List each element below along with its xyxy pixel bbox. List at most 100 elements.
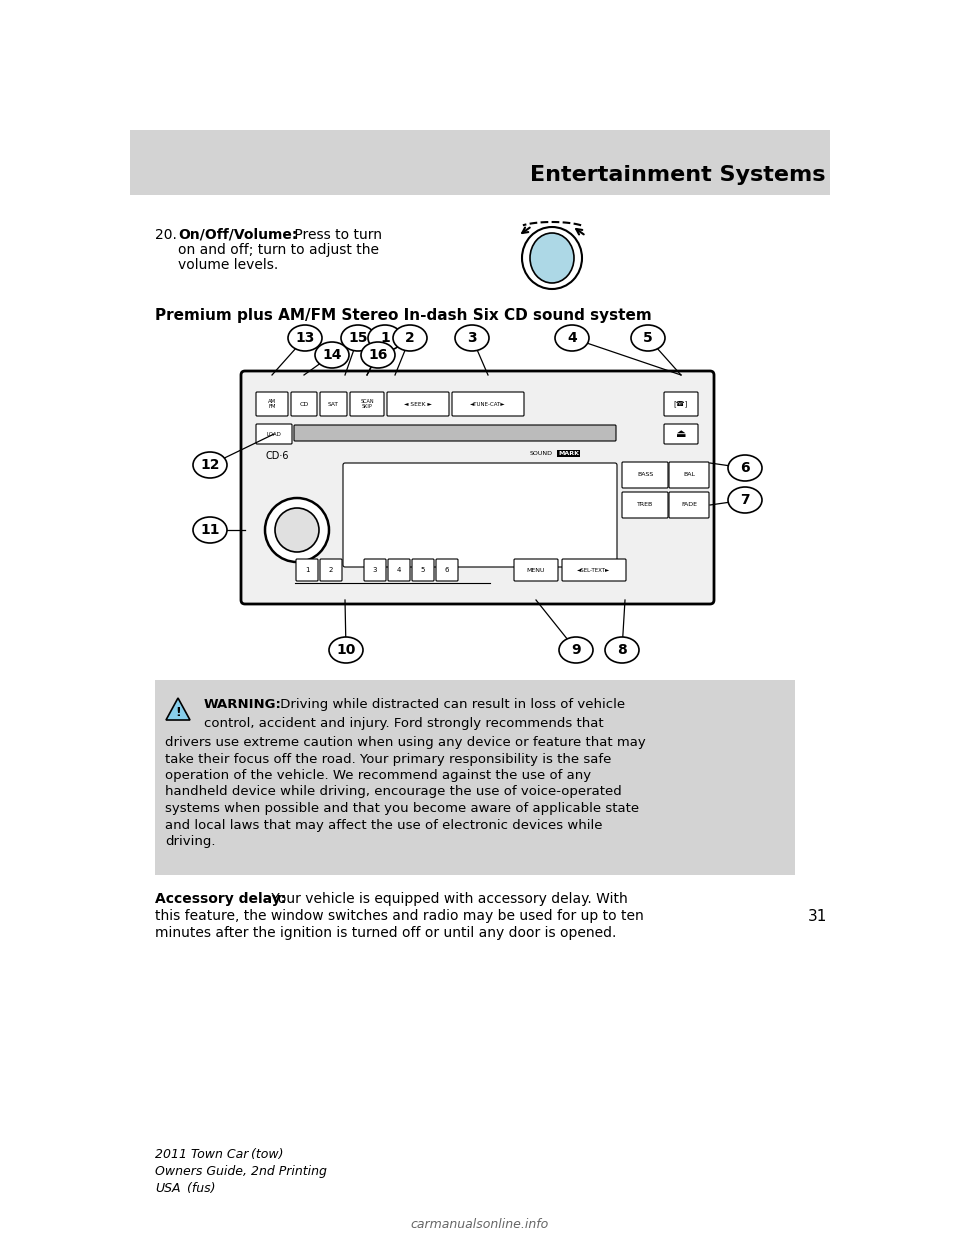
Polygon shape: [166, 698, 190, 720]
Text: ◄ SEEK ►: ◄ SEEK ►: [404, 401, 432, 406]
Text: ⏏: ⏏: [676, 428, 686, 438]
Text: SOUND: SOUND: [530, 451, 553, 456]
Text: BAL: BAL: [683, 472, 695, 477]
Text: this feature, the window switches and radio may be used for up to ten: this feature, the window switches and ra…: [155, 909, 644, 923]
Ellipse shape: [368, 325, 402, 351]
Text: 16: 16: [369, 348, 388, 361]
FancyBboxPatch shape: [514, 559, 558, 581]
FancyBboxPatch shape: [669, 492, 709, 518]
Text: 15: 15: [348, 332, 368, 345]
Text: 11: 11: [201, 523, 220, 537]
FancyBboxPatch shape: [388, 559, 410, 581]
Ellipse shape: [559, 637, 593, 663]
Text: 5: 5: [420, 568, 425, 573]
Text: SCAN
SKIP: SCAN SKIP: [360, 399, 373, 410]
FancyBboxPatch shape: [669, 462, 709, 488]
Text: 3: 3: [468, 332, 477, 345]
Text: volume levels.: volume levels.: [178, 258, 278, 272]
Text: ◄SEL-TEXT►: ◄SEL-TEXT►: [577, 568, 611, 573]
FancyBboxPatch shape: [296, 559, 318, 581]
Text: minutes after the ignition is turned off or until any door is opened.: minutes after the ignition is turned off…: [155, 927, 616, 940]
Text: SAT: SAT: [327, 401, 339, 406]
Circle shape: [265, 498, 329, 561]
Ellipse shape: [605, 637, 639, 663]
Text: 6: 6: [444, 568, 449, 573]
Text: 10: 10: [336, 643, 356, 657]
Text: WARNING:: WARNING:: [204, 698, 282, 710]
Text: MARK: MARK: [558, 451, 579, 456]
Ellipse shape: [455, 325, 489, 351]
Text: 20.: 20.: [155, 229, 181, 242]
Text: 5: 5: [643, 332, 653, 345]
Text: driving.: driving.: [165, 835, 215, 848]
FancyBboxPatch shape: [622, 492, 668, 518]
Text: 2: 2: [405, 332, 415, 345]
FancyBboxPatch shape: [291, 392, 317, 416]
Ellipse shape: [361, 342, 395, 368]
Ellipse shape: [728, 487, 762, 513]
Text: BASS: BASS: [636, 472, 653, 477]
Text: 4: 4: [567, 332, 577, 345]
FancyBboxPatch shape: [387, 392, 449, 416]
Text: 1: 1: [304, 568, 309, 573]
Text: !: !: [175, 707, 180, 719]
Text: 14: 14: [323, 348, 342, 361]
Text: 6: 6: [740, 461, 750, 474]
Text: take their focus off the road. Your primary responsibility is the safe: take their focus off the road. Your prim…: [165, 753, 612, 765]
Text: CD: CD: [300, 401, 308, 406]
Text: 9: 9: [571, 643, 581, 657]
Text: 2011 Town Car: 2011 Town Car: [155, 1148, 249, 1161]
FancyBboxPatch shape: [343, 463, 617, 568]
Ellipse shape: [341, 325, 375, 351]
Ellipse shape: [315, 342, 349, 368]
Text: LOAD: LOAD: [267, 431, 281, 436]
Text: FADE: FADE: [681, 503, 697, 508]
Text: operation of the vehicle. We recommend against the use of any: operation of the vehicle. We recommend a…: [165, 769, 591, 782]
Text: 2: 2: [329, 568, 333, 573]
Ellipse shape: [393, 325, 427, 351]
Text: 1: 1: [380, 332, 390, 345]
Text: ◄TUNE-CAT►: ◄TUNE-CAT►: [470, 401, 506, 406]
Text: 12: 12: [201, 458, 220, 472]
Text: and local laws that may affect the use of electronic devices while: and local laws that may affect the use o…: [165, 818, 603, 831]
Text: on and off; turn to adjust the: on and off; turn to adjust the: [178, 243, 379, 257]
Text: Accessory delay:: Accessory delay:: [155, 892, 286, 905]
FancyBboxPatch shape: [664, 392, 698, 416]
Text: Entertainment Systems: Entertainment Systems: [530, 165, 825, 185]
Text: [☎]: [☎]: [674, 401, 688, 407]
Ellipse shape: [329, 637, 363, 663]
FancyBboxPatch shape: [155, 681, 795, 876]
FancyBboxPatch shape: [256, 424, 292, 443]
Text: 8: 8: [617, 643, 627, 657]
Ellipse shape: [288, 325, 322, 351]
Text: AM
FM: AM FM: [268, 399, 276, 410]
FancyBboxPatch shape: [562, 559, 626, 581]
FancyBboxPatch shape: [364, 559, 386, 581]
Text: Premium plus AM/FM Stereo In-dash Six CD sound system: Premium plus AM/FM Stereo In-dash Six CD…: [155, 308, 652, 323]
Text: Owners Guide, 2nd Printing: Owners Guide, 2nd Printing: [155, 1165, 326, 1177]
Circle shape: [275, 508, 319, 551]
FancyBboxPatch shape: [320, 392, 347, 416]
FancyBboxPatch shape: [130, 130, 830, 195]
Text: (tow): (tow): [247, 1148, 283, 1161]
Text: handheld device while driving, encourage the use of voice-operated: handheld device while driving, encourage…: [165, 785, 622, 799]
FancyBboxPatch shape: [294, 425, 616, 441]
FancyBboxPatch shape: [412, 559, 434, 581]
Text: USA: USA: [155, 1182, 180, 1195]
FancyBboxPatch shape: [452, 392, 524, 416]
Ellipse shape: [631, 325, 665, 351]
Text: Your vehicle is equipped with accessory delay. With: Your vehicle is equipped with accessory …: [267, 892, 628, 905]
Text: Press to turn: Press to turn: [290, 229, 382, 242]
Text: CD·6: CD·6: [265, 451, 289, 461]
Text: drivers use extreme caution when using any device or feature that may: drivers use extreme caution when using a…: [165, 737, 646, 749]
Text: 7: 7: [740, 493, 750, 507]
Text: Driving while distracted can result in loss of vehicle: Driving while distracted can result in l…: [276, 698, 625, 710]
Text: control, accident and injury. Ford strongly recommends that: control, accident and injury. Ford stron…: [204, 717, 604, 730]
Ellipse shape: [193, 452, 227, 478]
Text: (fus): (fus): [183, 1182, 215, 1195]
FancyBboxPatch shape: [436, 559, 458, 581]
FancyBboxPatch shape: [320, 559, 342, 581]
Text: carmanualsonline.info: carmanualsonline.info: [411, 1218, 549, 1231]
Text: 4: 4: [396, 568, 401, 573]
Text: TREB: TREB: [636, 503, 653, 508]
